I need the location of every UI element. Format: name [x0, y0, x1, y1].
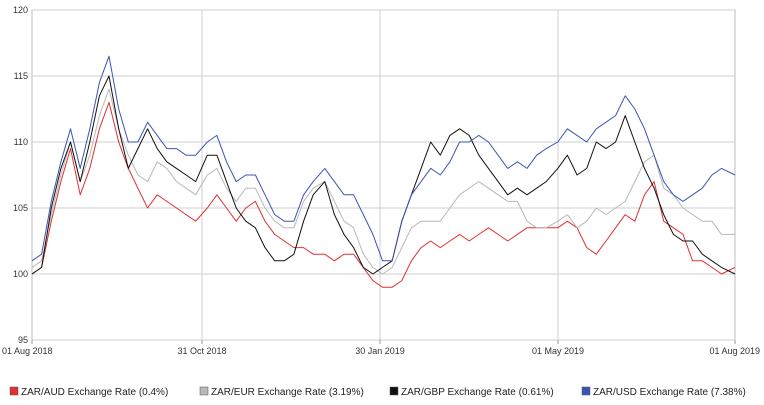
y-axis: 95 100 105 110 115 120 [13, 5, 28, 345]
legend: ZAR/AUD Exchange Rate (0.4%) ZAR/EUR Exch… [9, 386, 746, 398]
y-tick-label: 115 [14, 71, 28, 81]
legend-swatch [389, 386, 399, 396]
legend-label: ZAR/EUR Exchange Rate (3.19%) [211, 387, 364, 398]
series-lines [31, 55, 736, 288]
legend-item: ZAR/GBP Exchange Rate (0.61%) [389, 386, 554, 398]
legend-item: ZAR/USD Exchange Rate (7.38%) [581, 386, 746, 398]
legend-label: ZAR/USD Exchange Rate (7.38%) [593, 387, 746, 398]
x-tick-label: 01 Aug 2019 [709, 346, 760, 356]
series-line-0 [31, 101, 736, 288]
y-tick-label: 100 [13, 269, 28, 279]
legend-item: ZAR/AUD Exchange Rate (0.4%) [9, 386, 168, 398]
series-line-1 [31, 88, 735, 275]
series-line-2 [31, 75, 736, 275]
x-tick-label: 01 Aug 2018 [2, 346, 53, 356]
x-tick-label: 30 Jan 2019 [355, 346, 405, 356]
y-tick-label: 110 [14, 137, 28, 147]
x-axis: 01 Aug 2018 31 Oct 2018 30 Jan 2019 01 May … [2, 340, 760, 356]
x-tick-label: 31 Oct 2018 [177, 346, 226, 356]
legend-swatch [9, 386, 19, 396]
legend-label: ZAR/AUD Exchange Rate (0.4%) [21, 387, 168, 398]
y-tick-label: 95 [18, 335, 28, 345]
x-tick-label: 01 May 2019 [532, 346, 584, 356]
legend-swatch [199, 386, 209, 396]
legend-label: ZAR/GBP Exchange Rate (0.61%) [401, 387, 554, 398]
legend-swatch [581, 386, 591, 396]
y-tick-label: 120 [13, 5, 28, 15]
legend-item: ZAR/EUR Exchange Rate (3.19%) [199, 386, 364, 398]
y-tick-label: 105 [13, 203, 28, 213]
series-line-3 [31, 55, 736, 262]
gridlines [32, 9, 735, 341]
plot-area [31, 9, 736, 341]
